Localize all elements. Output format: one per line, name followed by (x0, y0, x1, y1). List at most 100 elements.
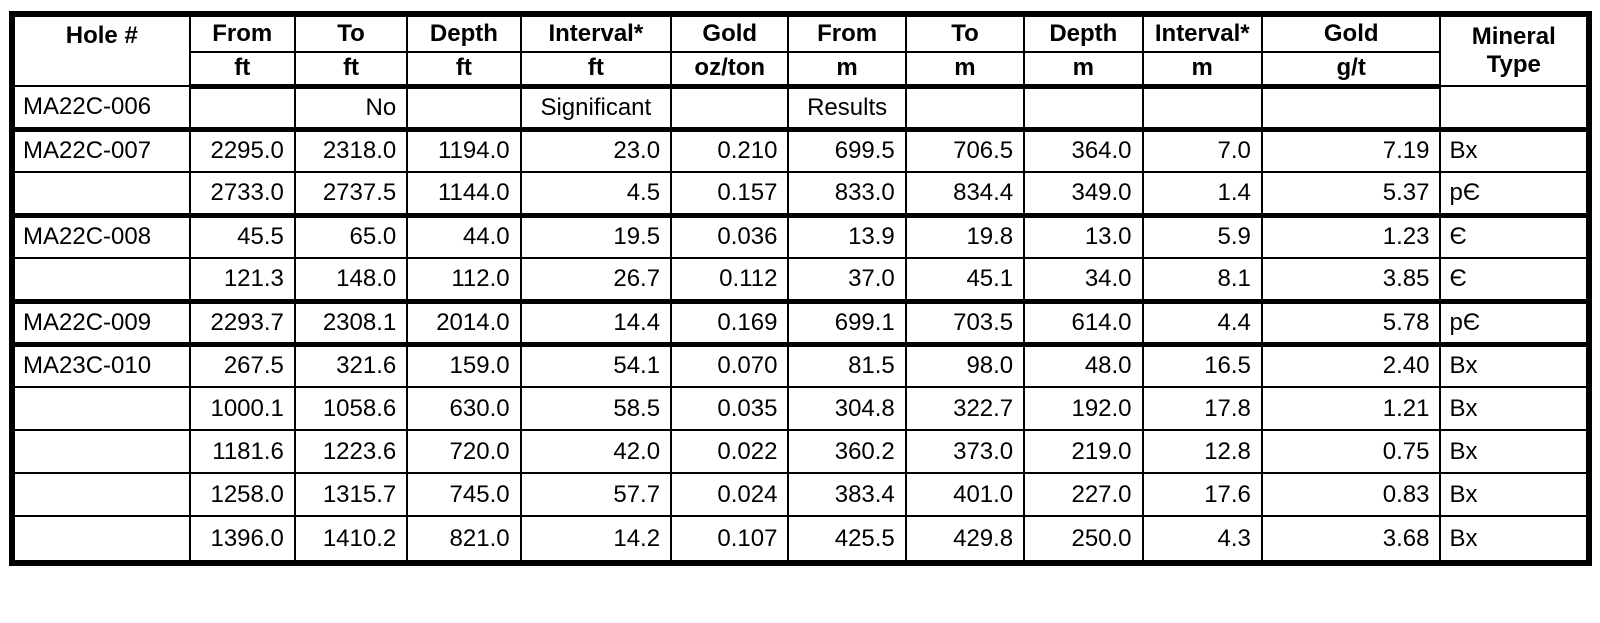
col-header-gold-gt: Gold (1260, 13, 1442, 53)
hole-id-cell (11, 386, 191, 431)
col-header-depth-ft: Depth (406, 13, 522, 53)
table-cell: 614.0 (1023, 300, 1144, 347)
table-cell: 321.6 (293, 343, 409, 388)
table-cell: No (293, 85, 409, 132)
table-cell: 37.0 (787, 257, 907, 304)
unit-depth-m: m (1023, 51, 1144, 89)
table-cell: 0.024 (670, 472, 790, 517)
table-row-ma22c-008b: 121.3 148.0 112.0 26.7 0.112 37.0 45.1 3… (11, 257, 1590, 304)
table-row-ma22c-007: MA22C-007 2295.0 2318.0 1194.0 23.0 0.21… (11, 128, 1590, 173)
unit-from-ft: ft (188, 51, 296, 89)
table-cell: 745.0 (406, 472, 522, 517)
unit-to-m: m (904, 51, 1026, 89)
table-cell (904, 85, 1026, 132)
table-cell: 267.5 (188, 343, 296, 388)
table-cell: 834.4 (904, 171, 1026, 218)
table-cell: 42.0 (519, 429, 673, 474)
table-row-ma23c-010c: 1181.6 1223.6 720.0 42.0 0.022 360.2 373… (11, 429, 1590, 474)
table-cell: 1410.2 (293, 515, 409, 564)
table-cell: 720.0 (406, 429, 522, 474)
table-cell (1260, 85, 1442, 132)
table-cell: 112.0 (406, 257, 522, 304)
table-cell: 0.036 (670, 214, 790, 259)
table-cell: 373.0 (904, 429, 1026, 474)
table-cell: 1.21 (1260, 386, 1442, 431)
table-cell: 821.0 (406, 515, 522, 564)
table-cell (188, 85, 296, 132)
mineral-type-cell: Bx (1439, 386, 1590, 431)
table-cell: 23.0 (519, 128, 673, 173)
header-row-units: ft ft ft ft oz/ton m m m m g/t (12, 51, 1589, 89)
table-body: MA22C-006 No Significant Results MA22C-0… (11, 85, 1590, 564)
table-cell: 159.0 (406, 343, 522, 388)
table-cell: 4.4 (1141, 300, 1263, 347)
table-cell: 5.37 (1260, 171, 1442, 218)
table-cell: 7.0 (1141, 128, 1263, 173)
table-cell: 4.3 (1141, 515, 1263, 564)
table-cell: 121.3 (188, 257, 296, 304)
table-cell: 0.210 (670, 128, 790, 173)
table-cell: 44.0 (406, 214, 522, 259)
table-cell: Results (787, 85, 907, 132)
hole-id-cell (11, 257, 191, 304)
table-cell: 81.5 (787, 343, 907, 388)
unit-from-m: m (787, 51, 907, 89)
col-header-interval-ft: Interval* (519, 13, 673, 53)
table-cell: 2.40 (1260, 343, 1442, 388)
table-cell: 1223.6 (293, 429, 409, 474)
table-cell: 0.83 (1260, 472, 1442, 517)
table-row-ma22c-006: MA22C-006 No Significant Results (11, 85, 1590, 132)
mineral-type-cell (1439, 85, 1590, 132)
mineral-type-label-line1: Mineral (1471, 22, 1556, 50)
table-cell (1023, 85, 1144, 132)
table-cell: 425.5 (787, 515, 907, 564)
unit-depth-ft: ft (406, 51, 522, 89)
col-header-interval-m: Interval* (1141, 13, 1263, 53)
table-cell: 1058.6 (293, 386, 409, 431)
table-cell: 16.5 (1141, 343, 1263, 388)
drill-results-table: Hole # From To Depth Interval* Gold From… (9, 11, 1592, 566)
table-cell: 699.1 (787, 300, 907, 347)
table-cell: 14.4 (519, 300, 673, 347)
table-cell: 250.0 (1023, 515, 1144, 564)
table-row-ma23c-010: MA23C-010 267.5 321.6 159.0 54.1 0.070 8… (11, 343, 1590, 388)
table-row-ma23c-010e: 1396.0 1410.2 821.0 14.2 0.107 425.5 429… (11, 515, 1590, 564)
col-header-to-ft: To (293, 13, 409, 53)
table-cell: 2308.1 (293, 300, 409, 347)
table-cell: 2014.0 (406, 300, 522, 347)
unit-gold-ozton: oz/ton (670, 51, 790, 89)
table-cell: 322.7 (904, 386, 1026, 431)
table-cell: 0.070 (670, 343, 790, 388)
hole-id-cell: MA22C-008 (11, 214, 191, 259)
table-cell: 703.5 (904, 300, 1026, 347)
table-cell: 0.022 (670, 429, 790, 474)
table-row-ma23c-010b: 1000.1 1058.6 630.0 58.5 0.035 304.8 322… (11, 386, 1590, 431)
unit-gold-gt: g/t (1260, 51, 1442, 89)
table-cell (670, 85, 790, 132)
table-cell: 349.0 (1023, 171, 1144, 218)
table-cell: 34.0 (1023, 257, 1144, 304)
table-cell: 57.7 (519, 472, 673, 517)
table-cell: 1.23 (1260, 214, 1442, 259)
col-header-from-m: From (787, 13, 907, 53)
table-cell: 148.0 (293, 257, 409, 304)
table-cell: 48.0 (1023, 343, 1144, 388)
table-cell: 65.0 (293, 214, 409, 259)
table-cell: 0.112 (670, 257, 790, 304)
col-header-gold-ozton: Gold (670, 13, 790, 53)
table-cell: 54.1 (519, 343, 673, 388)
table-cell: 3.68 (1260, 515, 1442, 564)
table-cell: 58.5 (519, 386, 673, 431)
table-cell: 7.19 (1260, 128, 1442, 173)
table-cell: 3.85 (1260, 257, 1442, 304)
hole-id-cell: MA22C-009 (11, 300, 191, 347)
header-row-labels: Hole # From To Depth Interval* Gold From… (11, 13, 1590, 87)
table-cell: 364.0 (1023, 128, 1144, 173)
hole-id-cell: MA22C-007 (11, 128, 191, 173)
table-cell: 192.0 (1023, 386, 1144, 431)
table-cell: 1144.0 (406, 171, 522, 218)
table-cell: 699.5 (787, 128, 907, 173)
table-header: Hole # From To Depth Interval* Gold From… (11, 13, 1590, 89)
mineral-type-label-line2: Type (1486, 51, 1541, 78)
mineral-type-cell: Є (1439, 214, 1590, 259)
